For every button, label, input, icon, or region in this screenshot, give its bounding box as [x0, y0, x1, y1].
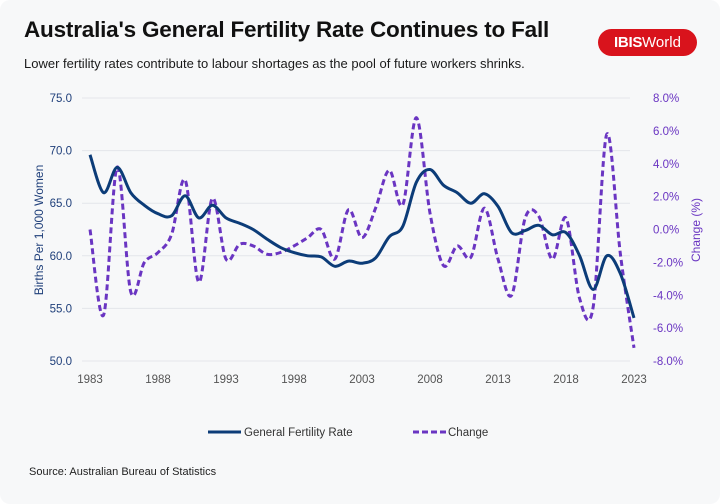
y2-tick-label: -6.0% — [653, 323, 683, 335]
ibisworld-logo: IBISWorld — [598, 29, 697, 56]
x-tick-label: 2013 — [485, 374, 511, 386]
x-tick-label: 1983 — [77, 374, 103, 386]
legend-label-gfr: General Fertility Rate — [244, 427, 353, 439]
y-tick-label: 70.0 — [50, 146, 72, 158]
y2-tick-label: 2.0% — [653, 192, 679, 204]
chart-title: Australia's General Fertility Rate Conti… — [24, 17, 550, 42]
logo-regular-text: World — [642, 34, 681, 51]
y-tick-label: 75.0 — [50, 93, 72, 105]
x-axis-ticks: 1983 1988 1993 1998 2003 2008 2013 2018 2023 — [77, 374, 647, 386]
change-line — [88, 116, 636, 349]
x-tick-label: 2008 — [417, 374, 443, 386]
y2-tick-label: 8.0% — [653, 93, 679, 105]
legend: General Fertility Rate Change — [208, 427, 488, 439]
chart-subtitle: Lower fertility rates contribute to labo… — [24, 56, 525, 71]
y2-tick-label: 4.0% — [653, 159, 679, 171]
x-tick-label: 2023 — [621, 374, 647, 386]
y-tick-label: 55.0 — [50, 303, 72, 315]
source-note: Source: Australian Bureau of Statistics — [29, 466, 217, 478]
right-axis-ticks: -8.0% -6.0% -4.0% -2.0% 0.0% 2.0% 4.0% 6.0% 8.0% — [653, 93, 683, 368]
x-tick-label: 1993 — [213, 374, 239, 386]
y2-tick-label: -2.0% — [653, 257, 683, 269]
y2-tick-label: 0.0% — [653, 225, 679, 237]
y2-tick-label: -8.0% — [653, 356, 683, 368]
y-tick-label: 50.0 — [50, 356, 72, 368]
series-lines — [88, 116, 636, 349]
y2-tick-label: 6.0% — [653, 126, 679, 138]
x-tick-label: 2003 — [349, 374, 375, 386]
grid-lines — [82, 97, 630, 362]
y-tick-label: 65.0 — [50, 198, 72, 210]
y2-tick-label: -4.0% — [653, 290, 683, 302]
gfr-line — [88, 154, 636, 319]
left-axis-ticks: 50.0 55.0 60.0 65.0 70.0 75.0 — [50, 93, 72, 368]
y-tick-label: 60.0 — [50, 251, 72, 263]
left-axis-label: Births Per 1,000 Women — [32, 165, 46, 296]
line-chart: 50.0 55.0 60.0 65.0 70.0 75.0 -8.0% -6.0% -4.0%… — [32, 93, 703, 439]
x-tick-label: 1988 — [145, 374, 171, 386]
legend-label-change: Change — [448, 427, 488, 439]
logo-bold-text: IBIS — [614, 34, 643, 51]
right-axis-label: Change (%) — [689, 198, 703, 262]
x-tick-label: 2018 — [553, 374, 579, 386]
x-tick-label: 1998 — [281, 374, 307, 386]
